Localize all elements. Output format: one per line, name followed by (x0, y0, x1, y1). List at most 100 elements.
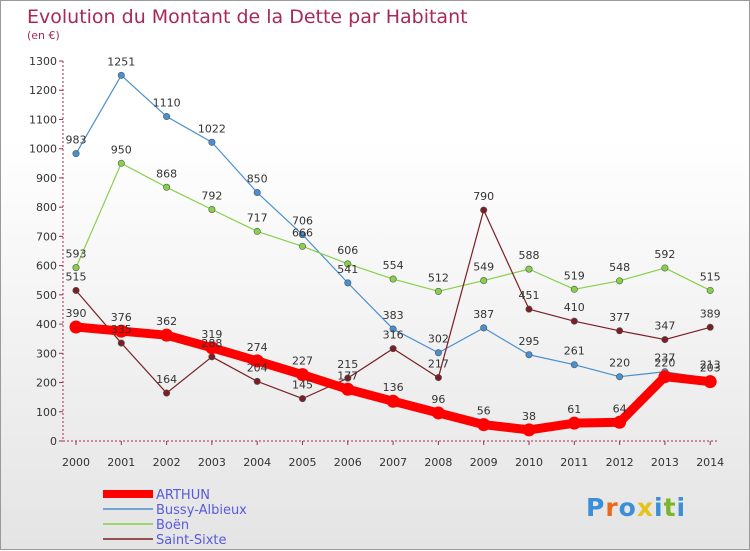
data-label: 261 (564, 345, 585, 358)
logo-letter: o (618, 493, 637, 522)
data-point (434, 374, 442, 382)
data-label: 302 (428, 333, 449, 346)
y-tick-label: 0 (50, 435, 57, 448)
y-tick-label: 800 (36, 201, 57, 214)
x-tick-label: 2010 (515, 456, 543, 469)
data-point (344, 279, 352, 287)
legend-label: Bussy-Albieux (156, 503, 247, 518)
data-point (253, 377, 261, 385)
data-point (525, 305, 533, 313)
y-tick-label: 200 (36, 377, 57, 390)
y-tick-label: 1200 (29, 84, 57, 97)
data-point (163, 389, 171, 397)
data-label: 592 (654, 248, 675, 261)
data-point (522, 423, 536, 437)
data-point (480, 324, 488, 332)
data-label: 666 (292, 226, 313, 239)
data-label: 377 (609, 311, 630, 324)
x-tick-label: 2000 (62, 456, 90, 469)
data-point (613, 415, 627, 429)
data-point (114, 324, 128, 338)
data-label: 220 (609, 357, 630, 370)
data-label: 410 (564, 301, 585, 314)
data-label: 164 (156, 373, 177, 386)
data-label: 1022 (198, 122, 226, 135)
data-point (477, 418, 491, 432)
data-label: 706 (292, 215, 313, 228)
y-tick-label: 700 (36, 230, 57, 243)
data-point (616, 277, 624, 285)
data-label: 319 (201, 328, 222, 341)
data-point (567, 416, 581, 430)
data-label: 56 (477, 405, 491, 418)
data-point (298, 395, 306, 403)
data-point (658, 370, 672, 384)
data-label: 96 (431, 393, 445, 406)
data-point (570, 285, 578, 293)
data-label: 549 (473, 261, 494, 274)
data-point (661, 336, 669, 344)
data-point (117, 71, 125, 79)
data-label: 288 (201, 337, 222, 350)
x-tick-label: 2011 (560, 456, 588, 469)
data-point (69, 320, 83, 334)
data-point (208, 205, 216, 213)
data-label: 383 (383, 309, 404, 322)
data-label: 376 (111, 311, 132, 324)
x-tick-label: 2001 (107, 456, 135, 469)
y-tick-label: 1000 (29, 143, 57, 156)
logo-letter: r (605, 493, 619, 522)
data-point (296, 368, 309, 382)
data-point (344, 374, 352, 382)
data-point (205, 341, 219, 355)
data-label: 950 (111, 143, 132, 156)
y-tick-label: 1100 (29, 113, 57, 126)
data-point (298, 242, 306, 250)
data-point (389, 345, 397, 353)
data-label: 136 (383, 381, 404, 394)
data-point (117, 339, 125, 347)
data-label: 227 (292, 355, 313, 368)
data-label: 512 (428, 271, 449, 284)
data-label: 145 (292, 379, 313, 392)
data-point (163, 113, 171, 121)
logo-letter: i (654, 493, 664, 522)
data-point (208, 138, 216, 146)
data-label: 451 (519, 289, 540, 302)
y-tick-label: 1300 (29, 55, 57, 68)
data-point (480, 206, 488, 214)
data-label: 316 (383, 329, 404, 342)
data-point (163, 183, 171, 191)
proxiti-logo: Proxiti (586, 493, 686, 522)
data-point (525, 265, 533, 273)
data-label: 606 (337, 244, 358, 257)
data-label: 64 (613, 402, 627, 415)
data-label: 215 (337, 358, 358, 371)
data-point (208, 353, 216, 361)
data-label: 593 (66, 248, 87, 261)
series-line-saint-sixte (75, 209, 711, 400)
logo-letter: x (636, 493, 654, 522)
y-tick-label: 400 (36, 318, 57, 331)
logo-letter: P (586, 493, 606, 522)
data-label: 548 (609, 261, 630, 274)
data-label: 38 (522, 410, 536, 423)
x-tick-label: 2007 (379, 456, 407, 469)
data-label: 220 (654, 357, 675, 370)
x-tick-label: 2006 (334, 456, 362, 469)
data-label: 868 (156, 167, 177, 180)
data-label: 204 (247, 361, 268, 374)
data-label: 217 (428, 358, 449, 371)
x-tick-label: 2005 (289, 456, 317, 469)
x-tick-label: 2013 (651, 456, 679, 469)
data-label: 588 (519, 249, 540, 262)
data-label: 541 (337, 263, 358, 276)
data-label: 1251 (107, 55, 135, 68)
data-label: 515 (700, 270, 721, 283)
x-tick-label: 2008 (424, 456, 452, 469)
data-label: 554 (383, 259, 404, 272)
y-tick-label: 500 (36, 289, 57, 302)
data-point (706, 286, 714, 294)
data-point (72, 286, 80, 294)
logo-letter: t (663, 493, 677, 522)
